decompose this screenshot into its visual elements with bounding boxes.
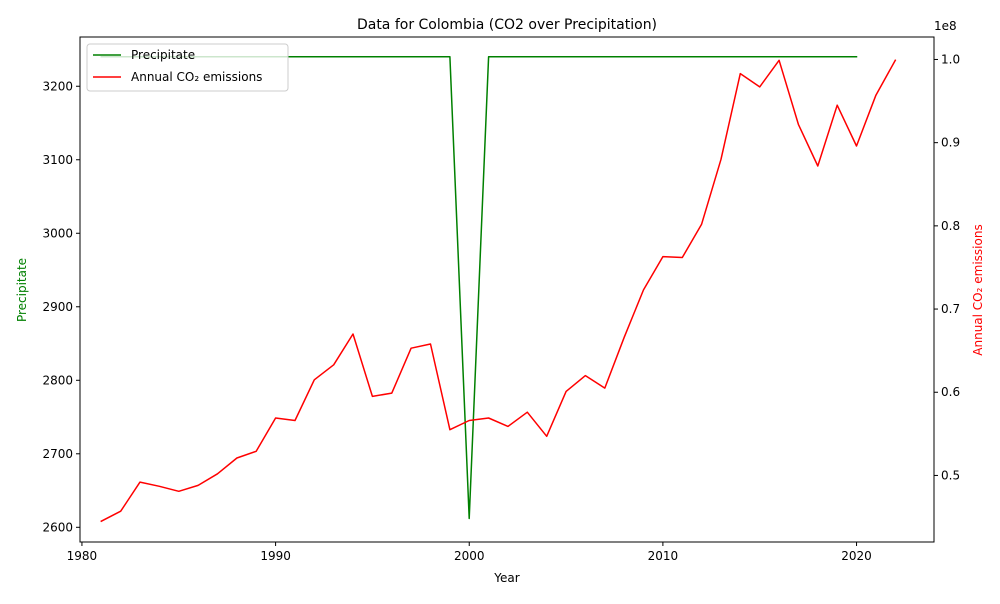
x-tick-label: 1990 <box>260 549 291 563</box>
y-left-tick-label: 2600 <box>42 520 73 534</box>
axes: 1980 1990 2000 2010 2020 2600 2700 2800 2900 3000… <box>42 52 960 563</box>
y-right-tick-label: 1.0 <box>941 52 960 66</box>
legend-frame <box>86 43 289 92</box>
x-tick-label: 2000 <box>454 549 485 563</box>
y-left-tick-label: 2900 <box>42 300 73 314</box>
right-axis-multiplier: 1e8 <box>934 19 957 33</box>
legend-label-co2: Annual CO₂ emissions <box>131 70 262 84</box>
y-left-tick-label: 2800 <box>42 373 73 387</box>
y-right-tick-label: 0.9 <box>941 136 960 150</box>
x-tick-label: 2010 <box>648 549 679 563</box>
y-right-tick-label: 0.8 <box>941 219 960 233</box>
x-tick-label: 1980 <box>67 549 98 563</box>
x-axis-label: Year <box>493 571 519 585</box>
x-tick-label: 2020 <box>841 549 872 563</box>
legend: Precipitate Annual CO₂ emissions <box>86 43 289 92</box>
chart-title: Data for Colombia (CO2 over Precipitatio… <box>357 17 657 33</box>
legend-label-precipitate: Precipitate <box>131 48 195 62</box>
y-left-tick-label: 3200 <box>42 79 73 93</box>
y-right-tick-label: 0.6 <box>941 385 960 399</box>
plot-frame <box>79 36 935 543</box>
series-line-co2-emissions <box>100 59 897 523</box>
y-left-tick-label: 2700 <box>42 447 73 461</box>
y-right-tick-label: 0.7 <box>941 302 960 316</box>
y-axis-label-right: Annual CO₂ emissions <box>971 224 985 355</box>
y-axis-label-left: Precipitate <box>15 258 29 322</box>
y-left-tick-label: 3000 <box>42 226 73 240</box>
y-right-tick-label: 0.5 <box>941 468 960 482</box>
y-left-tick-label: 3100 <box>42 153 73 167</box>
